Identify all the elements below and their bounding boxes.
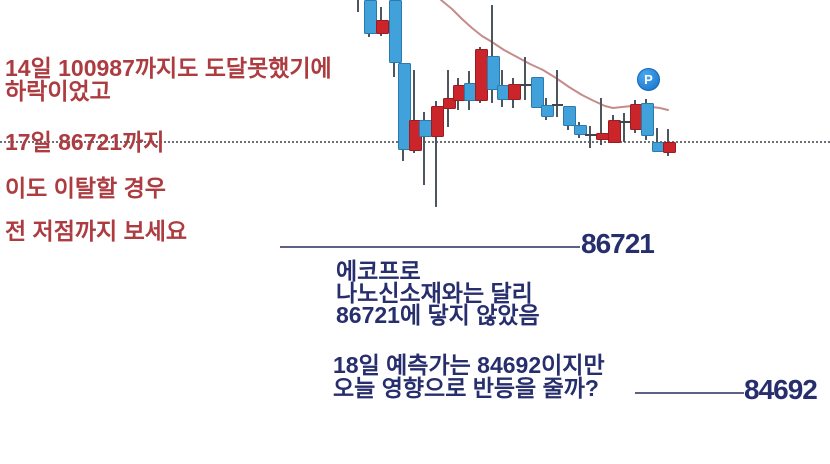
- annotation-navy-text: 86721에 닿지 않았음: [336, 302, 540, 328]
- candle-body-down: [531, 77, 544, 108]
- candle-body-up: [443, 98, 456, 109]
- candle-wick: [656, 128, 658, 152]
- candle-body-down: [563, 106, 576, 126]
- candle-wick: [413, 70, 415, 153]
- candle-body-down: [574, 125, 587, 135]
- annotation-red-text: 17일 86721까지: [5, 129, 165, 155]
- candle-body-up: [508, 84, 521, 100]
- price-level-line-86721: [280, 246, 580, 248]
- annotation-red-text: 하락이었고: [5, 78, 111, 104]
- candle-wick: [589, 126, 591, 148]
- candle-body-up: [608, 120, 621, 143]
- candle-wick: [491, 5, 493, 103]
- candle-body-down: [541, 105, 554, 117]
- candle-body-down: [389, 0, 402, 63]
- candle-body-down: [364, 0, 377, 34]
- annotation-navy-text: 18일 예측가는 84692이지만: [333, 352, 605, 378]
- p-marker-label: P: [644, 72, 653, 87]
- price-level-label-84692: 84692: [744, 374, 818, 405]
- annotation-navy-text: 에코프로: [336, 258, 421, 284]
- candle-wick: [435, 101, 437, 207]
- candle-wick: [556, 70, 558, 117]
- candle-body-up: [663, 142, 676, 153]
- p-marker-badge: P: [637, 68, 660, 91]
- price-level-label-86721: 86721: [581, 228, 655, 259]
- candle-body-down: [641, 103, 654, 136]
- candle-wick: [423, 112, 425, 185]
- price-level-line-84692: [635, 392, 744, 394]
- doji-open-close-tick: [619, 121, 630, 123]
- doji-open-close-tick: [520, 84, 531, 86]
- candle-body-down: [487, 56, 500, 90]
- candle-wick: [524, 57, 526, 100]
- candle-body-up: [376, 20, 389, 34]
- doji-open-close-tick: [552, 104, 563, 106]
- candle-wick: [600, 98, 602, 145]
- candle-wick: [623, 113, 625, 142]
- candle-body-up: [431, 106, 444, 137]
- annotation-navy-text: 나노신소재와는 달리: [336, 280, 533, 306]
- doji-open-close-tick: [585, 134, 596, 136]
- annotation-navy-text: 오늘 영향으로 반등을 줄까?: [333, 375, 599, 401]
- annotation-red-text: 이도 이탈할 경우: [5, 175, 166, 201]
- candle-wick: [357, 0, 359, 12]
- annotation-red-text: 전 저점까지 보세요: [5, 218, 188, 244]
- annotation-red-text: 14일 100987까지도 도달못했기에: [5, 55, 332, 81]
- candle-body-down: [398, 63, 411, 150]
